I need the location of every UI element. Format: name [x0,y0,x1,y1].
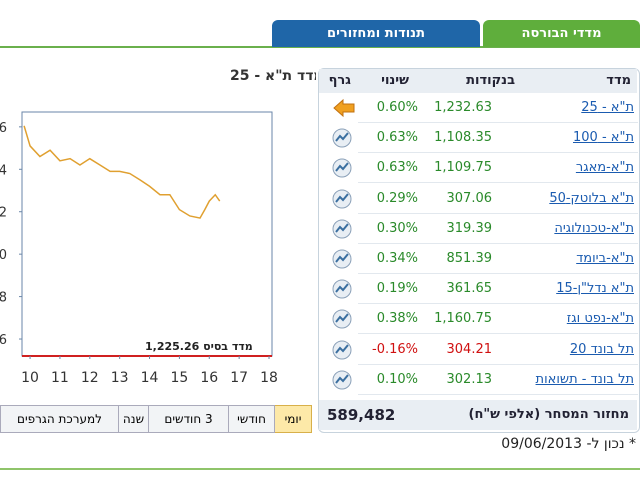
footer-value: 589,482 [327,406,396,424]
index-name[interactable]: ת"א בלוטק-50 [549,190,634,206]
index-name[interactable]: תל בונד 20 [569,341,634,357]
range-button[interactable]: למערכת הגרפים [0,405,119,433]
y-tick-label: 6 [0,121,7,136]
table-row: ת"א - 25 1,232.63 0.60% [333,94,638,123]
table-row: ת"א-ביומד 851.39 0.34% [332,245,638,274]
index-name[interactable]: ת"א-ביומד [576,251,634,266]
header: מדד [606,73,631,88]
change: 0.34% [376,251,418,266]
chart-title: גרף מדד ת"א - 25 [230,68,316,84]
table-header: מדד בנקודות שינוי גרף [319,69,637,93]
index-name[interactable]: ת"א-טכנולוגיה [554,220,634,236]
x-tick-label: 17 [230,370,248,386]
range-button[interactable]: יומי [274,405,312,433]
base-annotation: מדד בסיס 1,225.26 [145,340,253,353]
table-row: ת"א-נפט וגז 1,160.75 0.38% [332,305,638,335]
chart-icon[interactable] [332,340,352,360]
points: 302.13 [446,371,493,387]
index-name[interactable]: ת"א-מאגר [575,160,634,176]
index-name[interactable]: תל בונד - תשואות [535,371,634,387]
range-button[interactable]: שנה [118,405,149,433]
points: 1,109.75 [434,160,492,176]
table-row: ת"א - 100 1,108.35 0.63% [332,124,638,154]
change: 0.10% [376,371,418,387]
points: 1,160.75 [434,311,492,327]
header: בנקודות [466,73,515,88]
change: 0.60% [376,100,418,115]
chart-icon[interactable] [332,128,352,148]
table-row: ת"א-טכנולוגיה 319.39 0.30% [332,215,638,244]
y-tick-label: 2 [0,206,7,221]
plot-area [21,111,273,357]
table-row: תל בונד 20 304.21 -0.16% [332,336,638,365]
x-tick-label: 18 [260,370,278,386]
as-of: * נכון ל- 09/06/2013 [501,436,636,452]
x-tick-label: 14 [141,370,159,386]
header: שינוי [381,73,409,88]
footer-label: מחזור המסחר (אלפי ש"ח) [468,407,630,422]
chart-icon[interactable] [332,309,352,329]
change: 0.19% [376,281,418,297]
range-button[interactable]: 3 חודשים [148,405,229,433]
chart-icon[interactable] [332,249,352,269]
y-tick-label: 4 [0,163,7,178]
chart: גרף מדד ת"א - 25 6 4 2 0 8 6 10 11 12 13 14 15 16 17 1… [0,68,316,386]
x-tick-label: 11 [51,370,69,386]
index-name[interactable]: ת"א - 25 [581,100,634,115]
selected-arrow[interactable] [332,98,355,118]
table-row: תל בונד - תשואות 302.13 0.10% [332,366,638,395]
footer: מחזור המסחר (אלפי ש"ח) 589,482 [319,400,637,430]
table-row: ת"א-מאגר 1,109.75 0.63% [332,154,638,184]
points: 851.39 [446,251,493,266]
y-tick-label: 6 [0,333,7,348]
points: 319.39 [446,220,493,236]
x-tick-label: 10 [21,370,39,386]
chart-icon[interactable] [332,158,352,178]
points: 1,232.63 [434,100,492,115]
table-row: ת"א נדל"ן-15 361.65 0.19% [332,275,638,305]
change: 0.63% [376,130,418,146]
index-name[interactable]: ת"א נדל"ן-15 [556,281,634,297]
header: גרף [328,73,351,88]
points: 1,108.35 [434,130,492,146]
chart-icon[interactable] [332,219,352,239]
x-tick-label: 13 [111,370,129,386]
chart-icon[interactable] [332,370,352,390]
index-line [23,125,221,219]
frame [0,46,640,470]
index-name[interactable]: ת"א - 100 [573,130,634,146]
range-button[interactable]: חודשי [228,405,275,433]
y-tick-label: 0 [0,248,7,263]
change: 0.63% [376,160,418,176]
table-row: ת"א בלוטק-50 307.06 0.29% [332,185,638,214]
change: 0.30% [376,220,418,236]
points: 307.06 [446,190,493,206]
tab[interactable]: מדדי הבורסה [483,20,640,47]
index-panel [318,68,640,433]
change: 0.38% [376,311,418,327]
points: 304.21 [446,341,493,357]
x-tick-label: 15 [170,370,188,386]
chart-icon[interactable] [332,189,352,209]
change: -0.16% [372,341,418,357]
chart-icon[interactable] [332,279,352,299]
x-tick-label: 12 [81,370,99,386]
y-tick-label: 8 [0,291,7,306]
change: 0.29% [376,190,418,206]
index-name[interactable]: ת"א-נפט וגז [566,311,634,327]
x-tick-label: 16 [200,370,218,386]
tab[interactable]: תנודות ומחזורים [272,20,480,47]
points: 361.65 [446,281,493,297]
